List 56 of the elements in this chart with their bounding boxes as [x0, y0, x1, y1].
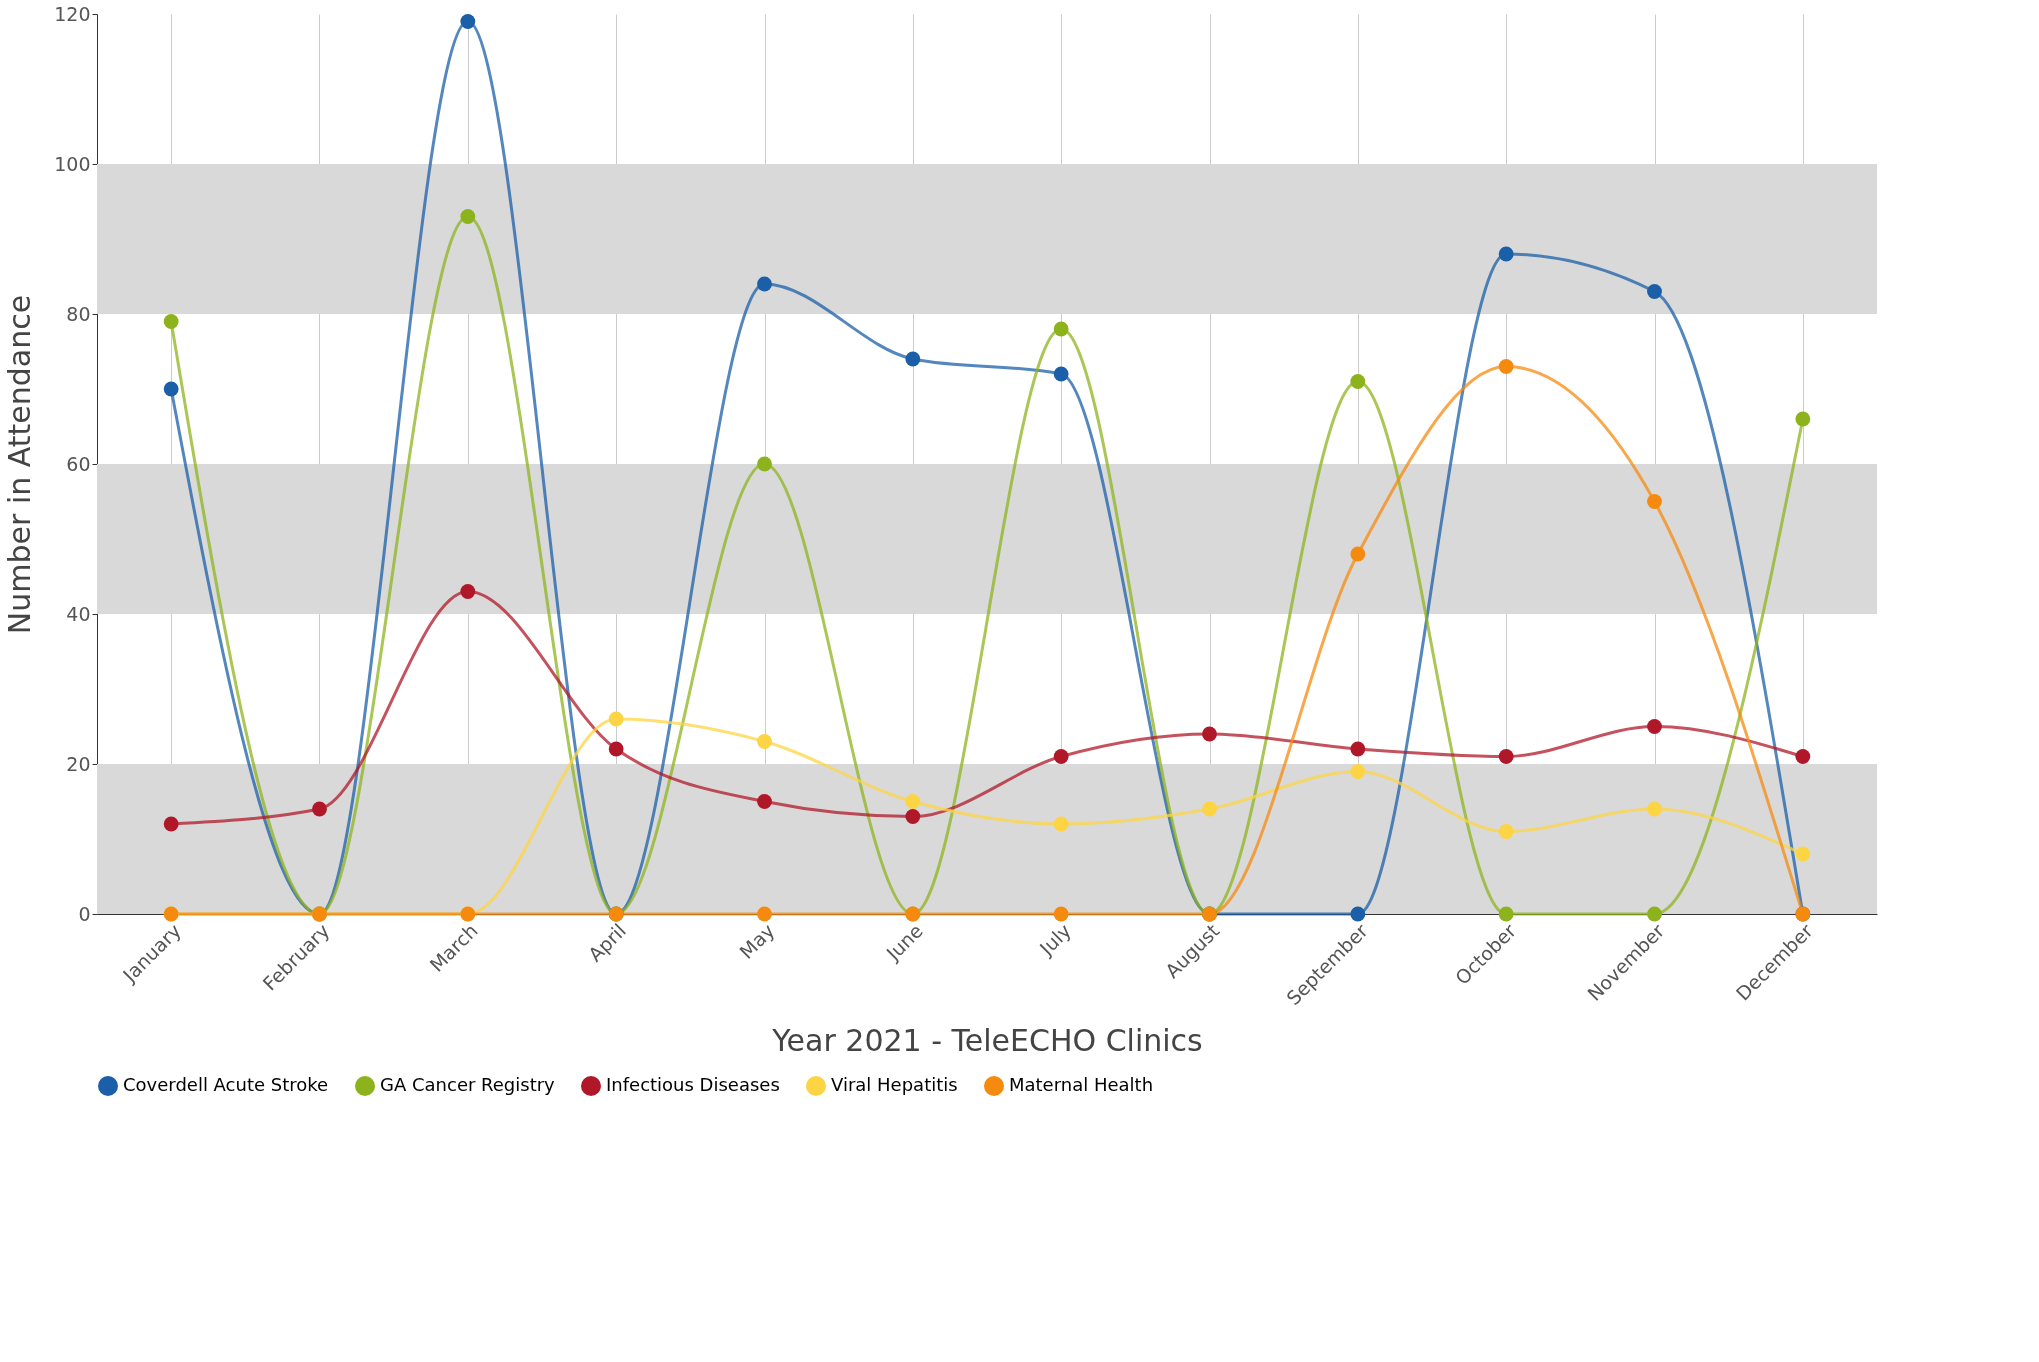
point	[1350, 764, 1366, 779]
y-tick-label: 80	[66, 302, 91, 325]
point	[1647, 494, 1662, 509]
x-axis-title: Year 2021 - TeleECHO Clinics	[771, 1023, 1203, 1059]
point	[1053, 749, 1069, 764]
point	[1053, 816, 1069, 832]
point	[1795, 846, 1811, 862]
point	[1647, 906, 1662, 922]
point	[1350, 741, 1366, 757]
point	[905, 794, 921, 809]
y-tick-label: 60	[66, 452, 91, 475]
point	[1498, 906, 1514, 922]
point	[1795, 749, 1811, 764]
point	[163, 314, 179, 329]
point	[1202, 801, 1217, 817]
point	[1647, 284, 1662, 299]
point	[312, 801, 327, 817]
point	[1350, 374, 1366, 389]
point	[460, 209, 476, 224]
legend-label: Coverdell Acute Stroke	[123, 1074, 329, 1095]
point	[757, 794, 772, 809]
point	[163, 816, 179, 832]
point	[1053, 321, 1069, 337]
legend-label: GA Cancer Registry	[380, 1074, 556, 1095]
point	[608, 711, 624, 727]
point	[460, 584, 476, 599]
point	[757, 276, 772, 292]
point	[608, 741, 624, 757]
y-tick-label: 20	[66, 752, 91, 775]
legend-label: Viral Hepatitis	[831, 1074, 958, 1095]
legend-label: Maternal Health	[1009, 1074, 1154, 1095]
point	[757, 734, 772, 749]
y-axis-title: Number in Attendance	[2, 294, 38, 635]
point	[1795, 411, 1811, 427]
point	[1350, 546, 1366, 562]
point	[1498, 824, 1514, 839]
point	[460, 14, 476, 29]
point	[757, 906, 772, 922]
point	[1647, 719, 1662, 734]
point	[1647, 801, 1662, 817]
point	[905, 351, 921, 367]
point	[905, 809, 921, 824]
point	[163, 381, 179, 397]
point	[1498, 359, 1514, 374]
point	[1202, 726, 1217, 742]
point	[1350, 906, 1366, 922]
point	[1498, 246, 1514, 262]
y-tick-label: 0	[78, 902, 91, 925]
point	[757, 456, 772, 472]
y-tick-label: 40	[66, 602, 91, 625]
y-tick-label: 120	[54, 2, 91, 25]
legend-label: Infectious Diseases	[606, 1074, 780, 1095]
point	[1498, 749, 1514, 764]
y-tick-label: 100	[54, 152, 91, 175]
point	[1053, 366, 1069, 382]
point	[1053, 906, 1069, 922]
